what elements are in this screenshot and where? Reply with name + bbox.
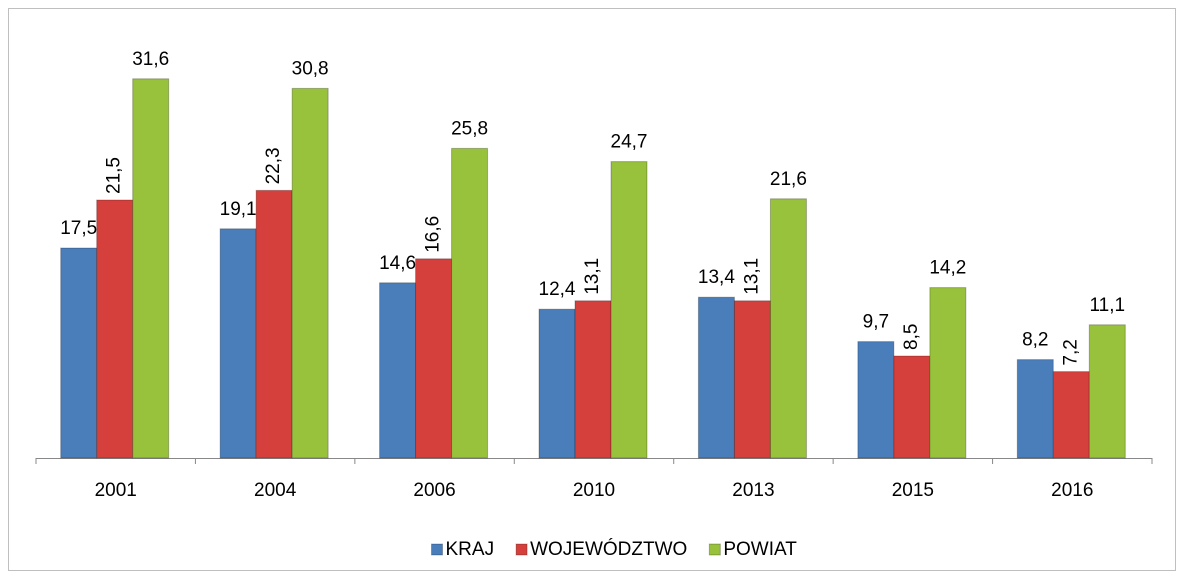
bar <box>929 287 967 459</box>
value-label: 13,1 <box>741 258 762 295</box>
x-tick-label: 2015 <box>892 480 934 501</box>
legend-label: POWIAT <box>723 539 797 560</box>
x-tick-label: 2016 <box>1051 480 1093 501</box>
value-label: 14,6 <box>379 253 416 274</box>
bar <box>415 258 453 459</box>
bar <box>96 199 134 459</box>
value-label: 13,4 <box>698 267 735 288</box>
bar <box>1052 371 1090 459</box>
bar <box>538 308 576 459</box>
value-label: 14,2 <box>929 258 966 279</box>
value-label: 25,8 <box>451 118 488 139</box>
value-label: 13,1 <box>582 258 603 295</box>
x-tick-label: 2004 <box>254 480 297 501</box>
bar <box>255 189 293 459</box>
x-tick-label: 2010 <box>573 480 615 501</box>
bar <box>733 300 771 459</box>
value-label: 9,7 <box>863 312 889 333</box>
value-label: 31,6 <box>132 49 169 70</box>
value-label: 30,8 <box>292 58 329 79</box>
bar <box>697 296 735 459</box>
bar <box>291 87 329 459</box>
value-label: 7,2 <box>1060 339 1081 365</box>
value-label: 21,5 <box>104 157 125 194</box>
value-label: 19,1 <box>220 199 257 220</box>
bar <box>451 147 489 459</box>
bar <box>1016 359 1054 459</box>
x-tick-label: 2001 <box>95 480 137 501</box>
bar <box>379 282 417 459</box>
x-tick-label: 2013 <box>732 480 774 501</box>
value-label: 22,3 <box>263 147 284 184</box>
value-label: 8,5 <box>901 324 922 350</box>
value-label: 12,4 <box>539 279 576 300</box>
value-label: 24,7 <box>611 132 648 153</box>
legend-swatch <box>515 543 528 556</box>
x-tick-label: 2006 <box>413 480 455 501</box>
bar <box>219 228 257 459</box>
value-label: 8,2 <box>1022 330 1048 351</box>
value-label: 11,1 <box>1089 295 1125 316</box>
value-label: 21,6 <box>770 169 807 190</box>
legend-swatch <box>708 543 721 556</box>
chart-border <box>8 8 1176 571</box>
bar <box>574 300 612 459</box>
bar <box>1088 324 1126 459</box>
value-label: 16,6 <box>423 216 444 253</box>
bar <box>893 355 931 459</box>
value-label: 17,5 <box>60 218 97 239</box>
legend-swatch <box>431 543 443 556</box>
legend-label: KRAJ <box>446 539 495 560</box>
bar <box>60 247 98 459</box>
bar <box>857 341 895 459</box>
legend-label: WOJEWÓDZTWO <box>530 538 687 560</box>
bar <box>610 161 648 459</box>
bar <box>132 78 170 459</box>
bar <box>769 198 807 459</box>
